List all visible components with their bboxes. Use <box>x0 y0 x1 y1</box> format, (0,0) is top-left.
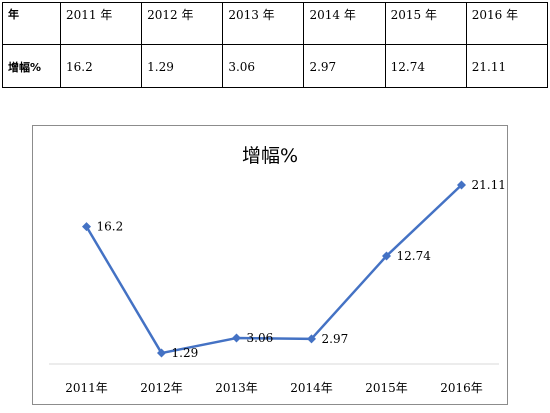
table-values-row: 增幅% 16.2 1.29 3.06 2.97 12.74 21.11 <box>2 44 549 88</box>
data-label: 12.74 <box>397 249 432 263</box>
x-tick-label: 2013年 <box>215 381 258 395</box>
x-tick-label: 2014年 <box>290 381 333 395</box>
x-tick-label: 2012年 <box>140 381 183 395</box>
table-year-cell: 2012 年 <box>141 2 224 45</box>
data-label: 1.29 <box>172 346 199 360</box>
table-year-cell: 2011 年 <box>59 2 143 45</box>
table-value-cell: 12.74 <box>384 44 467 88</box>
data-point-marker <box>382 251 391 261</box>
data-label: 3.06 <box>247 331 274 345</box>
x-tick-label: 2015年 <box>365 381 408 395</box>
table-value-cell: 2.97 <box>303 44 386 88</box>
table-year-cell: 2016 年 <box>465 2 549 45</box>
table-header-row: 年 2011 年 2012 年 2013 年 2014 年 2015 年 201… <box>2 2 549 45</box>
x-tick-label: 2016年 <box>440 381 483 395</box>
data-point-marker <box>157 348 166 358</box>
x-tick-label: 2011年 <box>65 381 108 395</box>
chart-title: 增幅% <box>242 145 298 167</box>
data-label: 2.97 <box>322 332 349 346</box>
data-label: 16.2 <box>97 220 124 234</box>
table-value-cell: 1.29 <box>141 44 224 88</box>
data-label: 21.11 <box>472 178 506 192</box>
data-point-marker <box>457 180 466 190</box>
table-year-cell: 2015 年 <box>384 2 467 45</box>
chart-container: 增幅% 2011年 2012年 2013年 2014年 2015年 2016年 16.2 1… <box>32 125 508 405</box>
series-line <box>85 184 463 355</box>
data-point-marker <box>307 334 316 344</box>
table-year-cell: 2014 年 <box>303 2 386 45</box>
data-point-marker <box>232 333 241 343</box>
table-year-cell: 2013 年 <box>222 2 305 45</box>
table-header-label: 年 <box>2 2 61 45</box>
table-value-cell: 3.06 <box>222 44 305 88</box>
table-value-cell: 21.11 <box>465 44 549 88</box>
data-table: 年 2011 年 2012 年 2013 年 2014 年 2015 年 201… <box>2 2 549 88</box>
data-point-marker <box>82 222 91 232</box>
line-chart: 增幅% 2011年 2012年 2013年 2014年 2015年 2016年 16.2 1… <box>49 145 506 395</box>
table-row-label: 增幅% <box>2 44 61 88</box>
table-value-cell: 16.2 <box>59 44 143 88</box>
